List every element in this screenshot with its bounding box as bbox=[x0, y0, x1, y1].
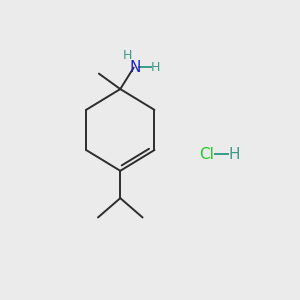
Text: H: H bbox=[151, 61, 160, 74]
Text: Cl: Cl bbox=[199, 147, 214, 162]
Text: H: H bbox=[229, 147, 241, 162]
Text: N: N bbox=[129, 60, 140, 75]
Text: H: H bbox=[122, 49, 132, 62]
